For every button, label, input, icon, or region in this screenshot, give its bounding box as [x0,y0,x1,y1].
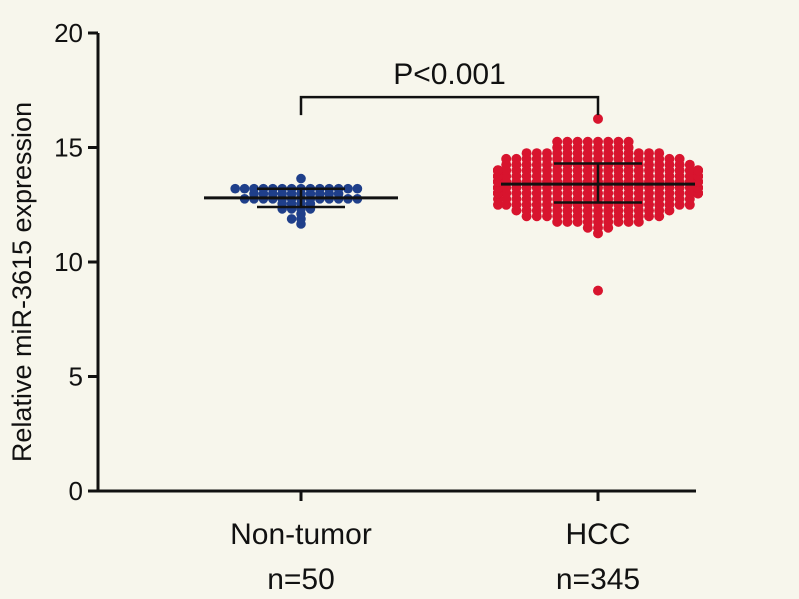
data-point [572,136,583,147]
data-point [593,136,603,147]
y-tick-label: 15 [54,133,83,163]
y-axis-title: Relative miR-3615 expression [7,102,37,462]
x-sample-size-label: n=50 [267,563,335,596]
data-point [542,148,552,159]
summary-lines [204,162,695,209]
y-tick-label: 20 [54,18,83,48]
x-sample-size-label: n=345 [556,563,640,596]
y-tick-label: 0 [69,476,83,506]
data-point [603,136,614,147]
data-point [582,136,593,147]
data-point [623,136,634,147]
data-point [493,165,503,176]
y-tick-label: 5 [69,362,83,392]
data-point [239,183,250,194]
data-point [531,148,542,159]
significance-annotation: P<0.001 [299,58,600,116]
data-point [230,183,240,194]
x-axis: Non-tumor n=50 HCC n=345 [97,489,696,596]
y-axis: 0 5 10 15 20 [54,18,100,506]
data-point [674,153,685,164]
p-value-label: P<0.001 [393,58,506,91]
data-point [633,148,644,159]
data-point [501,153,512,164]
data-point [613,136,624,147]
data-point [593,113,603,124]
data-point [654,148,665,159]
y-tick-label: 10 [54,247,83,277]
data-point [511,153,522,164]
significance-bracket [299,95,600,116]
x-category-label: Non-tumor [230,518,372,551]
data-point [296,173,306,184]
data-point [343,183,353,194]
data-point [644,148,654,159]
data-point [249,183,259,194]
data-point [552,136,563,147]
data-point [562,136,573,147]
data-point [593,285,603,296]
data-point [352,183,363,194]
data-point [693,165,703,176]
data-point [286,214,297,224]
data-point [664,153,675,164]
x-category-label: HCC [566,518,631,551]
data-point [684,159,695,170]
data-point [521,148,532,159]
